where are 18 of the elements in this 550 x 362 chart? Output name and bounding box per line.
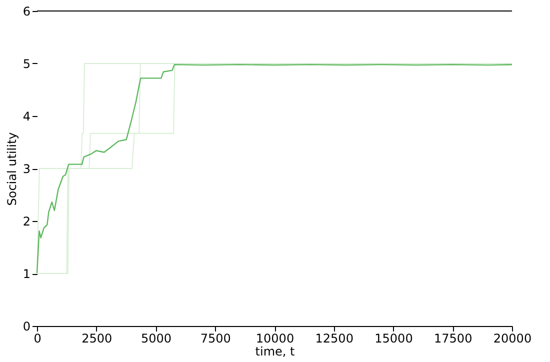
y-tick-label: 1 xyxy=(22,267,30,281)
y-tick-label: 5 xyxy=(22,57,30,71)
x-tick-label: 2500 xyxy=(82,332,112,346)
x-tick-label: 10000 xyxy=(256,332,294,346)
y-axis-title: Social utility xyxy=(4,132,19,206)
y-tick-label: 6 xyxy=(22,4,30,18)
x-tick-label: 0 xyxy=(34,332,42,346)
x-tick-label: 5000 xyxy=(140,332,172,346)
x-tick-label: 7500 xyxy=(200,332,231,346)
x-axis-title: time, t xyxy=(255,344,296,358)
x-tick-label: 20000 xyxy=(493,332,532,346)
x-tick-label: 12500 xyxy=(315,332,354,346)
y-tick-label: 0 xyxy=(22,320,30,334)
y-tick-label: 3 xyxy=(22,162,30,176)
x-tick-label: 15000 xyxy=(374,332,413,346)
y-tick-label: 4 xyxy=(22,110,30,124)
y-tick-label: 2 xyxy=(22,214,30,228)
x-tick-label: 17500 xyxy=(434,332,472,346)
